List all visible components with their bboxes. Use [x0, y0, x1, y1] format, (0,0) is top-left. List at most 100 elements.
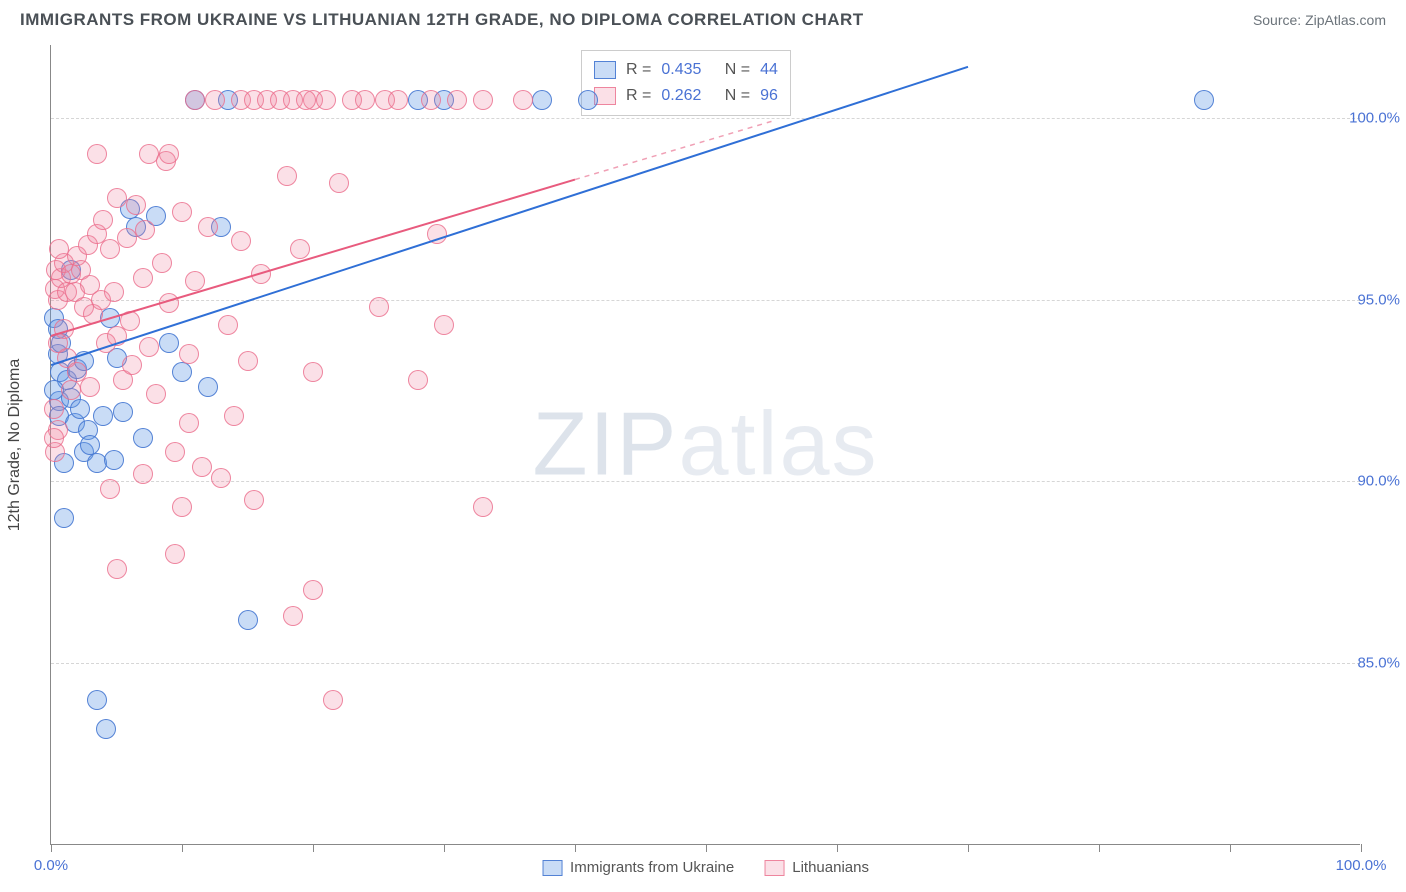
legend-label: Lithuanians: [792, 859, 869, 876]
x-tick-label: 100.0%: [1336, 857, 1387, 874]
legend-n-label: N =: [711, 87, 750, 105]
data-point-pink: [427, 224, 447, 244]
data-point-pink: [303, 362, 323, 382]
x-tick: [706, 844, 707, 852]
data-point-pink: [159, 144, 179, 164]
data-point-blue: [1194, 90, 1214, 110]
data-point-blue: [70, 399, 90, 419]
data-point-blue: [578, 90, 598, 110]
data-point-blue: [113, 402, 133, 422]
data-point-blue: [532, 90, 552, 110]
data-point-pink: [104, 282, 124, 302]
data-point-blue: [159, 333, 179, 353]
y-tick-label: 85.0%: [1330, 655, 1400, 672]
data-point-blue: [133, 428, 153, 448]
data-point-pink: [44, 428, 64, 448]
data-point-pink: [447, 90, 467, 110]
data-point-pink: [473, 497, 493, 517]
x-tick: [444, 844, 445, 852]
data-point-pink: [80, 377, 100, 397]
x-tick: [575, 844, 576, 852]
data-point-pink: [277, 166, 297, 186]
chart-container: 12th Grade, No Diploma ZIPatlas R = 0.43…: [50, 45, 1396, 845]
data-point-pink: [244, 490, 264, 510]
x-tick: [1230, 844, 1231, 852]
data-point-pink: [107, 559, 127, 579]
data-point-pink: [198, 217, 218, 237]
data-point-pink: [126, 195, 146, 215]
legend-swatch: [594, 61, 616, 79]
data-point-pink: [165, 544, 185, 564]
data-point-pink: [146, 384, 166, 404]
gridline: [51, 481, 1360, 482]
data-point-pink: [172, 202, 192, 222]
data-point-pink: [133, 268, 153, 288]
data-point-pink: [369, 297, 389, 317]
data-point-pink: [165, 442, 185, 462]
data-point-pink: [185, 90, 205, 110]
data-point-pink: [93, 210, 113, 230]
data-point-pink: [61, 380, 81, 400]
series-legend: Immigrants from Ukraine Lithuanians: [542, 859, 869, 876]
data-point-pink: [139, 144, 159, 164]
data-point-pink: [290, 239, 310, 259]
data-point-pink: [316, 90, 336, 110]
x-tick: [1099, 844, 1100, 852]
chart-header: IMMIGRANTS FROM UKRAINE VS LITHUANIAN 12…: [0, 0, 1406, 36]
chart-title: IMMIGRANTS FROM UKRAINE VS LITHUANIAN 12…: [20, 10, 864, 30]
plot-area: ZIPatlas R = 0.435 N = 44R = 0.262 N = 9…: [50, 45, 1360, 845]
data-point-blue: [96, 719, 116, 739]
data-point-pink: [179, 413, 199, 433]
data-point-pink: [408, 370, 428, 390]
data-point-pink: [117, 228, 137, 248]
data-point-blue: [198, 377, 218, 397]
data-point-pink: [355, 90, 375, 110]
gridline: [51, 663, 1360, 664]
data-point-pink: [329, 173, 349, 193]
y-tick-label: 95.0%: [1330, 291, 1400, 308]
data-point-pink: [238, 351, 258, 371]
data-point-blue: [172, 362, 192, 382]
data-point-pink: [87, 144, 107, 164]
data-point-pink: [185, 271, 205, 291]
legend-r-value: 0.435: [661, 61, 701, 79]
data-point-pink: [107, 188, 127, 208]
x-tick: [313, 844, 314, 852]
legend-item-pink: Lithuanians: [764, 859, 869, 876]
data-point-blue: [80, 435, 100, 455]
legend-swatch: [764, 860, 784, 876]
y-tick-label: 90.0%: [1330, 473, 1400, 490]
data-point-blue: [54, 508, 74, 528]
data-point-pink: [283, 606, 303, 626]
y-tick-label: 100.0%: [1330, 109, 1400, 126]
x-tick: [1361, 844, 1362, 852]
legend-label: Immigrants from Ukraine: [570, 859, 734, 876]
data-point-pink: [323, 690, 343, 710]
data-point-pink: [296, 90, 316, 110]
data-point-pink: [192, 457, 212, 477]
data-point-pink: [218, 315, 238, 335]
trend-lines: [51, 45, 1361, 845]
data-point-pink: [133, 464, 153, 484]
data-point-pink: [303, 580, 323, 600]
data-point-pink: [224, 406, 244, 426]
data-point-blue: [100, 308, 120, 328]
data-point-pink: [434, 315, 454, 335]
data-point-pink: [49, 239, 69, 259]
legend-n-value: 44: [760, 61, 778, 79]
legend-row-blue: R = 0.435 N = 44: [594, 57, 778, 83]
gridline: [51, 300, 1360, 301]
data-point-pink: [421, 90, 441, 110]
y-axis-title: 12th Grade, No Diploma: [6, 359, 24, 532]
legend-r-label: R =: [626, 87, 651, 105]
legend-swatch: [542, 860, 562, 876]
data-point-blue: [238, 610, 258, 630]
x-tick: [51, 844, 52, 852]
data-point-pink: [211, 468, 231, 488]
legend-r-label: R =: [626, 61, 651, 79]
data-point-blue: [104, 450, 124, 470]
correlation-legend: R = 0.435 N = 44R = 0.262 N = 96: [581, 50, 791, 116]
legend-item-blue: Immigrants from Ukraine: [542, 859, 734, 876]
x-tick-label: 0.0%: [34, 857, 68, 874]
legend-row-pink: R = 0.262 N = 96: [594, 83, 778, 109]
